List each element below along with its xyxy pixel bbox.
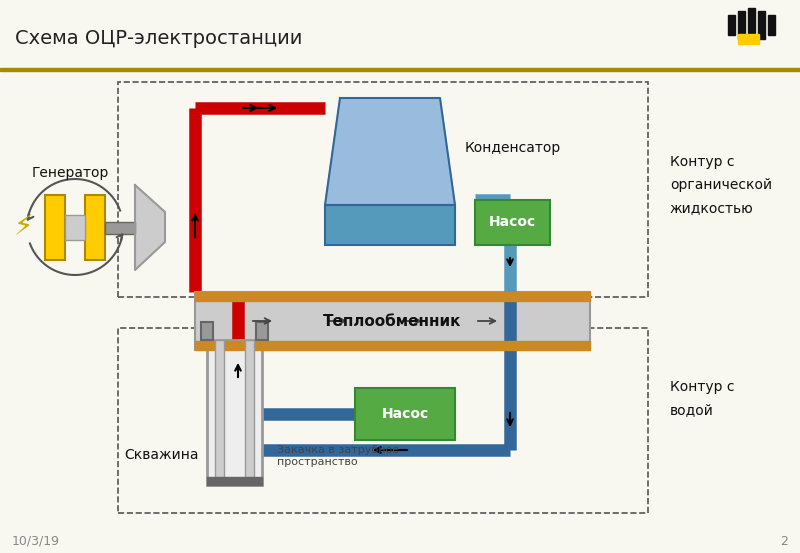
Text: 2: 2: [780, 535, 788, 548]
Bar: [45, 195, 65, 260]
Text: Контур с
водой: Контур с водой: [670, 380, 734, 417]
Bar: [325, 205, 455, 245]
Text: Теплообменник: Теплообменник: [323, 314, 461, 328]
Bar: [355, 388, 455, 440]
Bar: [738, 34, 759, 44]
Bar: [245, 340, 254, 485]
Text: Скважина: Скважина: [125, 448, 199, 462]
Bar: [475, 200, 550, 245]
Bar: [85, 195, 105, 260]
Polygon shape: [135, 185, 165, 270]
Bar: [207, 340, 262, 485]
Text: Конденсатор: Конденсатор: [465, 141, 562, 155]
Bar: [768, 15, 775, 35]
Bar: [215, 340, 224, 485]
Bar: [201, 322, 213, 340]
Bar: [195, 341, 590, 350]
Bar: [758, 11, 765, 39]
Bar: [738, 11, 745, 39]
Bar: [207, 477, 262, 485]
Text: Контур с
органической
жидкостью: Контур с органической жидкостью: [670, 155, 772, 215]
Bar: [195, 292, 590, 301]
Text: Насос: Насос: [382, 407, 429, 421]
Text: Генератор: Генератор: [31, 166, 109, 180]
Bar: [0, 0, 800, 70]
Text: Схема ОЦР-электростанции: Схема ОЦР-электростанции: [15, 29, 302, 48]
Bar: [105, 222, 135, 234]
Bar: [118, 328, 648, 513]
Polygon shape: [325, 98, 455, 205]
Bar: [118, 82, 648, 297]
Text: Насос: Насос: [488, 215, 536, 229]
Text: 10/3/19: 10/3/19: [12, 535, 60, 548]
Bar: [195, 292, 590, 350]
Text: ⚡: ⚡: [14, 213, 33, 241]
Text: Закачка в затрубное
пространство: Закачка в затрубное пространство: [277, 445, 399, 467]
Bar: [65, 215, 85, 240]
Bar: [748, 8, 755, 42]
Bar: [728, 15, 735, 35]
Bar: [0, 68, 800, 71]
Bar: [256, 322, 268, 340]
